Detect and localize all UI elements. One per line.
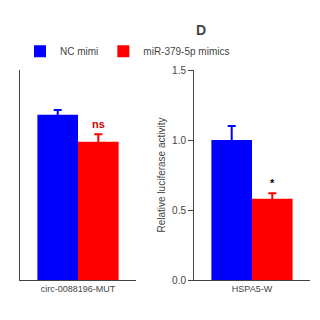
svg-text:ns: ns: [92, 118, 105, 130]
svg-text:1.5: 1.5: [172, 65, 186, 76]
svg-text:NC mimi: NC mimi: [60, 46, 98, 57]
svg-text:*: *: [270, 177, 275, 189]
svg-text:0.0: 0.0: [172, 275, 186, 286]
svg-text:0.5: 0.5: [172, 205, 186, 216]
svg-text:Relative luciferase activity: Relative luciferase activity: [156, 117, 167, 232]
svg-text:circ-0088196-MUT: circ-0088196-MUT: [41, 284, 116, 294]
svg-text:miR-379-5p mimics: miR-379-5p mimics: [143, 46, 229, 57]
svg-text:D: D: [196, 22, 206, 38]
svg-text:1.0: 1.0: [172, 135, 186, 146]
svg-text:HSPA5-W: HSPA5-W: [232, 284, 273, 294]
